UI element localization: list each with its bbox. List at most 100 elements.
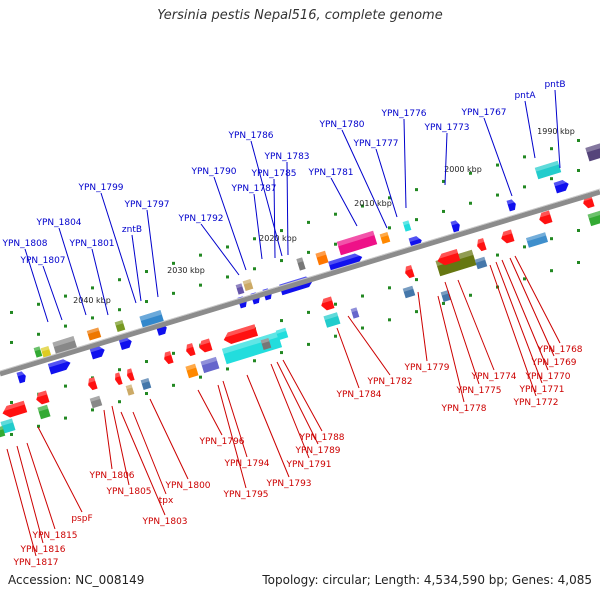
gene-label-forward: YPN_1797 (123, 200, 169, 210)
tick-mark (10, 340, 13, 344)
genome-backbone (0, 189, 600, 377)
tick-mark (361, 294, 364, 298)
gene-label-reverse: YPN_1806 (88, 471, 134, 481)
gene-feature (475, 238, 487, 252)
gene-label-reverse: YPN_1774 (470, 372, 516, 382)
tick-mark (10, 432, 13, 436)
tick-mark (415, 310, 418, 314)
map-title: Yersinia pestis Nepal516, complete genom… (157, 8, 443, 23)
gene-feature (553, 178, 569, 194)
gene-feature (221, 324, 259, 344)
gene-label-forward: YPN_1783 (263, 152, 309, 162)
tick-mark (64, 324, 67, 328)
tick-mark (361, 204, 364, 208)
scale-tick-label: 2000 kbp (444, 165, 482, 174)
scale-labels: 1990 kbp 2000 kbp 2010 kbp 2020 kbp 2030 kbp… (73, 127, 575, 305)
tick-mark (334, 212, 337, 216)
gene-label-forward: YPN_1776 (380, 109, 426, 119)
tick-mark (64, 384, 67, 388)
tick-mark (307, 250, 310, 254)
gene-feature (33, 346, 43, 358)
tick-mark (388, 226, 391, 230)
tick-mark (523, 185, 526, 189)
tick-mark (388, 318, 391, 322)
tick-mark (91, 408, 94, 412)
gene-label-forward: YPN_1781 (307, 168, 353, 178)
tick-mark (442, 209, 445, 213)
gene-features (0, 142, 600, 438)
tick-mark (37, 332, 40, 336)
tick-mark (118, 400, 121, 404)
gene-feature (402, 285, 416, 299)
gene-feature (242, 279, 254, 291)
scale-tick-label: 2020 kbp (259, 234, 297, 243)
gene-label-forward: YPN_1808 (1, 239, 47, 249)
tick-mark (37, 424, 40, 428)
gene-feature (16, 370, 26, 384)
gene-feature (587, 209, 600, 227)
gene-label-reverse: YPN_1772 (512, 398, 558, 408)
gene-label-forward: YPN_1804 (35, 218, 81, 228)
gene-feature (315, 250, 329, 266)
scale-tick-label: 1990 kbp (537, 127, 575, 136)
gene-feature (113, 372, 123, 386)
gene-feature (525, 232, 549, 248)
gene-feature (235, 283, 245, 295)
tick-mark (469, 201, 472, 205)
tick-mark (442, 301, 445, 305)
gene-feature (435, 249, 461, 266)
tick-mark (172, 383, 175, 387)
tick-mark (280, 229, 283, 233)
tick-mark (145, 360, 148, 364)
gene-label-forward: pntB (544, 80, 565, 90)
gene-feature (336, 230, 378, 256)
genome-stats-text: Topology: circular; Length: 4,534,590 bp… (262, 573, 592, 587)
gene-label-reverse: YPN_1771 (518, 385, 564, 395)
tick-mark (10, 310, 13, 314)
tick-mark (577, 228, 580, 232)
tick-mark (388, 286, 391, 290)
gene-label-forward: zntB (122, 225, 142, 235)
gene-feature (200, 356, 220, 374)
tick-mark (334, 334, 337, 338)
tick-mark (172, 261, 175, 265)
gene-feature (37, 404, 51, 420)
gene-label-forward: YPN_1767 (460, 108, 506, 118)
gene-feature (114, 320, 126, 332)
gene-label-reverse: YPN_1794 (223, 459, 269, 469)
gene-feature (40, 346, 52, 358)
tick-mark (469, 293, 472, 297)
gene-label-forward: YPN_1787 (230, 184, 276, 194)
gene-feature (323, 312, 341, 328)
tick-mark (550, 237, 553, 241)
gene-feature (328, 251, 363, 273)
gene-label-forward: YPN_1773 (423, 123, 469, 133)
gene-feature (34, 390, 50, 405)
gene-label-reverse: YPN_1815 (31, 531, 77, 541)
tick-mark (280, 351, 283, 355)
tick-mark (118, 308, 121, 312)
gene-feature (89, 395, 103, 409)
gene-label-forward: YPN_1792 (177, 214, 223, 224)
scale-tick-label: 2030 kbp (167, 266, 205, 275)
gene-feature (140, 378, 152, 390)
tick-mark (415, 218, 418, 222)
scale-tick-label: 2040 kbp (73, 296, 111, 305)
tick-mark (199, 375, 202, 379)
gene-feature (197, 338, 213, 353)
tick-mark (550, 147, 553, 151)
gene-label-reverse: YPN_1775 (455, 386, 501, 396)
tick-mark (226, 275, 229, 279)
tick-mark (469, 171, 472, 175)
tick-mark (577, 260, 580, 264)
gene-feature (450, 219, 460, 233)
gene-label-forward: YPN_1786 (227, 131, 273, 141)
tick-mark (280, 319, 283, 323)
gene-label-forward: YPN_1799 (77, 183, 123, 193)
gene-feature (0, 418, 16, 434)
label-leaders (6, 89, 561, 557)
gene-label-reverse: YPN_1795 (222, 490, 268, 500)
tick-mark (550, 177, 553, 181)
gene-feature (162, 351, 174, 365)
